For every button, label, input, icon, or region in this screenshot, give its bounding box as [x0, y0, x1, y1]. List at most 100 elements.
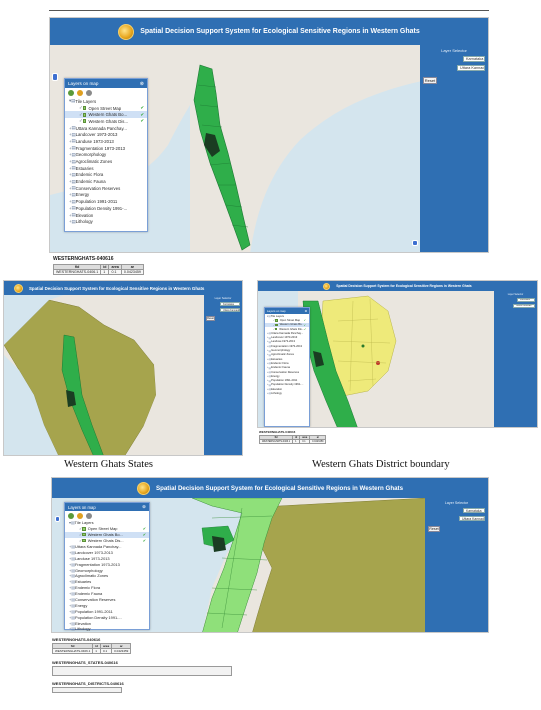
layer-item[interactable]: ▾ ▤ Tile Layers [265, 314, 309, 319]
chevron-down-icon[interactable]: ▾ [69, 520, 71, 526]
remove-layer-icon[interactable] [77, 90, 83, 96]
layer-item[interactable]: + ▤ Endemic Fauna [65, 178, 147, 185]
expand-icon[interactable]: + [69, 199, 72, 205]
layer-item[interactable]: + ▤ Lithology [265, 391, 309, 396]
checkbox-icon[interactable]: ✓ [79, 532, 83, 538]
expand-icon[interactable]: + [267, 370, 269, 374]
map-zoom-left[interactable] [52, 73, 58, 81]
expand-icon[interactable]: + [267, 383, 269, 387]
add-layer-icon[interactable] [68, 90, 74, 96]
visible-check-icon[interactable]: ✔ [303, 323, 306, 327]
layer-item[interactable]: + ▤ Endemic Flora [65, 585, 149, 591]
checkbox-icon[interactable]: ✓ [79, 526, 83, 532]
checkbox-icon[interactable]: ✓ [79, 105, 83, 111]
expand-icon[interactable]: + [69, 145, 72, 151]
layer-item[interactable]: + ▤ Fragmentation 1973-2013 [65, 145, 147, 152]
layer-item[interactable]: ✓ Open Street Map ✔ [65, 526, 149, 532]
layer-item[interactable]: + ▤ Lithology [65, 626, 149, 632]
expand-icon[interactable]: + [69, 585, 72, 591]
visible-check-icon[interactable]: ✔ [303, 319, 306, 323]
expand-icon[interactable]: + [69, 165, 72, 171]
district-select[interactable]: Uttara Kannada [220, 308, 240, 312]
visible-check-icon[interactable]: ✔ [140, 111, 144, 117]
layers-close-icon[interactable]: ⊗ [304, 309, 307, 313]
expand-icon[interactable]: + [69, 573, 72, 579]
layer-item[interactable]: ✓ Western Ghats Dis... ✔ [65, 118, 147, 125]
layer-item[interactable]: + ▤ Endemic Flora [265, 361, 309, 366]
checkbox-icon[interactable]: ✓ [79, 538, 83, 544]
map-view[interactable]: Layers on map ⊗ ▾ ▤ Tile Layers ✓ Open St… [258, 291, 496, 427]
layer-item[interactable]: + ▤ Agroclimatic Zones [65, 158, 147, 165]
visible-check-icon[interactable]: ✔ [142, 526, 146, 532]
layer-item[interactable]: + ▤ Estuaries [65, 165, 147, 172]
expand-icon[interactable]: + [69, 591, 72, 597]
expand-icon[interactable]: + [69, 185, 72, 191]
layer-item[interactable]: + ▤ Population Density 1991-... [265, 383, 309, 387]
reset-button[interactable]: Reset [423, 77, 437, 84]
expand-icon[interactable]: + [69, 614, 72, 620]
expand-icon[interactable]: + [69, 608, 72, 614]
layer-item[interactable]: ✓ Open Street Map ✔ [265, 318, 309, 323]
reset-button[interactable]: Reset [206, 316, 215, 321]
expand-icon[interactable]: + [69, 132, 72, 138]
layer-item[interactable]: + ▤ Endemic Flora [65, 172, 147, 179]
expand-icon[interactable]: + [267, 349, 269, 353]
expand-icon[interactable]: + [69, 172, 72, 178]
layers-close-icon[interactable]: ⊗ [142, 504, 146, 509]
layer-item[interactable]: ✓ Western Ghats Bo... ✔ [65, 111, 147, 119]
layer-item[interactable]: + ▤ Elevation [65, 212, 147, 219]
state-select[interactable]: Karnataka [517, 298, 535, 302]
expand-icon[interactable]: + [69, 205, 72, 211]
layer-item[interactable]: + ▤ Conservation Reserves [265, 370, 309, 375]
expand-icon[interactable]: + [267, 391, 269, 395]
layer-item[interactable]: + ▤ Agroclimatic Zones [65, 573, 149, 579]
expand-icon[interactable]: + [69, 602, 72, 608]
expand-icon[interactable]: + [69, 597, 72, 603]
expand-icon[interactable]: + [267, 379, 269, 383]
layer-item[interactable]: + ▤ Energy [265, 374, 309, 379]
layer-item[interactable]: + ▤ Energy [65, 602, 149, 608]
visible-check-icon[interactable]: ✔ [304, 328, 307, 332]
expand-icon[interactable]: + [69, 567, 72, 573]
state-select[interactable]: Karnataka [463, 508, 485, 513]
expand-icon[interactable]: + [69, 152, 72, 158]
layer-item[interactable]: + ▤ Geomorphology [265, 348, 309, 353]
layer-item[interactable]: + ▤ Uttara Kannada Panchay... [65, 125, 147, 132]
expand-icon[interactable]: + [69, 620, 72, 626]
expand-icon[interactable]: + [69, 626, 72, 632]
layer-item[interactable]: + ▤ Lithology [65, 218, 147, 225]
layer-item[interactable]: + ▤ Conservation Reserves [65, 597, 149, 603]
layer-item[interactable]: + ▤ Population 1991-2011 [65, 198, 147, 205]
expand-icon[interactable]: + [69, 192, 72, 198]
layer-item[interactable]: + ▤ Population Density 1991-... [65, 614, 149, 620]
checkbox-icon[interactable]: ✓ [79, 111, 83, 117]
layer-item[interactable]: + ▤ Landuse 1973-2013 [65, 555, 149, 561]
map-view[interactable]: Layers on map ⊗ ▾ ▤ Tile Layers ✓ Open St… [52, 498, 427, 632]
checkbox-icon[interactable]: ✓ [79, 118, 83, 124]
expand-icon[interactable]: + [69, 219, 72, 225]
expand-icon[interactable]: + [69, 561, 72, 567]
layer-item[interactable]: + ▤ Uttara Kannada Panchay... [265, 331, 309, 336]
expand-icon[interactable]: + [267, 336, 269, 340]
expand-icon[interactable]: + [267, 353, 269, 357]
map-zoom-left[interactable] [55, 516, 60, 522]
map-canvas[interactable] [4, 295, 206, 456]
layer-item[interactable]: + ▤ Endemic Fauna [65, 591, 149, 597]
visible-check-icon[interactable]: ✔ [142, 532, 146, 538]
layer-item[interactable]: + ▤ Landcover 1973-2013 [65, 549, 149, 555]
layer-item[interactable]: + ▤ Landcover 1973-2013 [265, 335, 309, 340]
layer-item[interactable]: ✓ Western Ghats Dis... ✔ [65, 538, 149, 544]
expand-icon[interactable]: + [69, 138, 72, 144]
map-view[interactable]: Layers on map ⊗ ▾ ▤ Tile Layers ✓ Open St… [50, 45, 422, 252]
add-layer-icon[interactable] [68, 512, 74, 519]
state-select[interactable]: Karnataka [463, 56, 485, 62]
layer-item[interactable]: ✓ Western Ghats Bo... ✔ [65, 531, 149, 538]
layer-item[interactable]: + ▤ Conservation Reserves [65, 185, 147, 192]
map-zoom-right[interactable] [412, 240, 418, 246]
layer-item[interactable]: + ▤ Population 1991-2011 [65, 608, 149, 614]
reset-button[interactable]: Reset [428, 526, 440, 532]
state-select[interactable]: Karnataka [220, 302, 240, 306]
layer-item[interactable]: + ▤ Landcover 1973-2013 [65, 131, 147, 138]
checkbox-icon[interactable]: ✓ [273, 328, 276, 332]
layer-item[interactable]: ▾ ▤ Tile Layers [65, 520, 149, 526]
